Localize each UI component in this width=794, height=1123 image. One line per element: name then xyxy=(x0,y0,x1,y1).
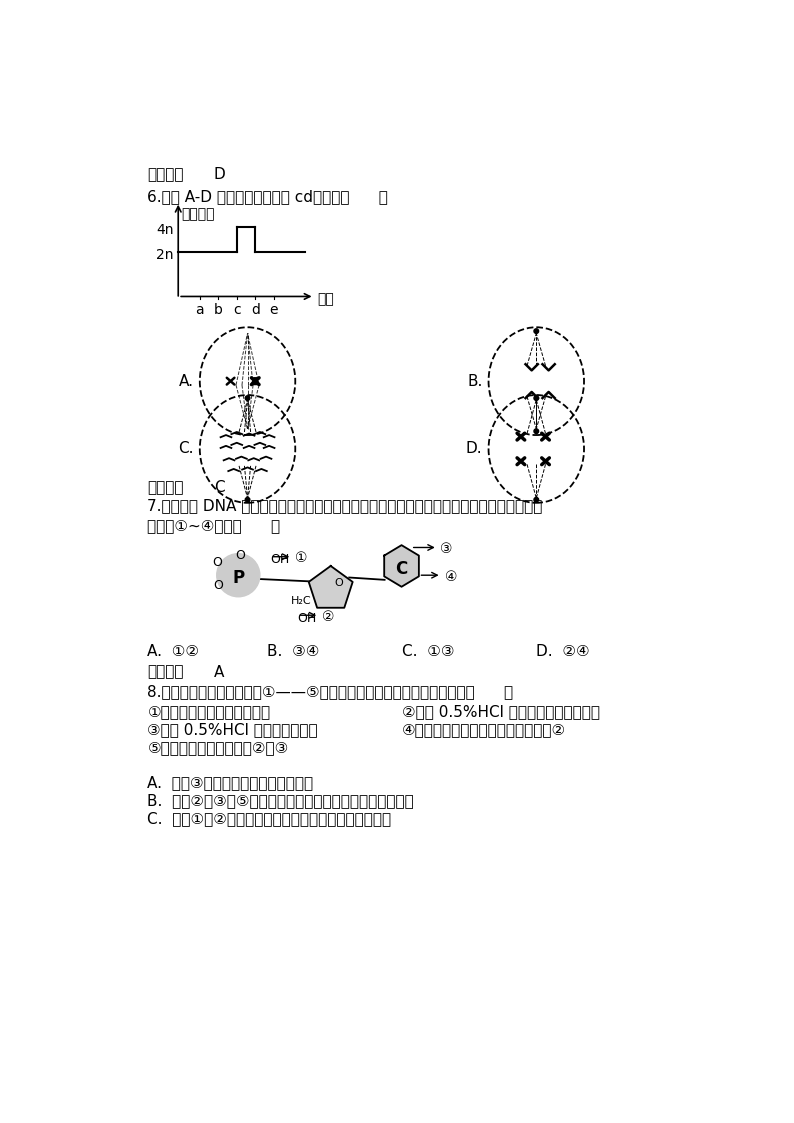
Circle shape xyxy=(245,497,250,502)
Text: 【答案】: 【答案】 xyxy=(148,480,184,495)
Text: c: c xyxy=(233,302,241,317)
Circle shape xyxy=(534,429,538,433)
Text: A: A xyxy=(214,665,224,679)
Text: C.  步骤①、②可说明反射活动的发生需要有适宜的刺激: C. 步骤①、②可说明反射活动的发生需要有适宜的刺激 xyxy=(148,811,391,825)
Circle shape xyxy=(245,395,250,401)
Text: ②: ② xyxy=(322,610,335,623)
Circle shape xyxy=(534,497,538,502)
Text: D.: D. xyxy=(466,441,483,456)
Text: B.  步骤②、③、⑤可验证传入神经是反射弧不可缺少的部分: B. 步骤②、③、⑤可验证传入神经是反射弧不可缺少的部分 xyxy=(148,793,414,809)
Polygon shape xyxy=(384,545,419,586)
Text: b: b xyxy=(214,302,222,317)
Text: OH: OH xyxy=(271,554,290,566)
Text: O: O xyxy=(334,578,343,588)
Text: ①浸水的小纸片放右后肢趾尖: ①浸水的小纸片放右后肢趾尖 xyxy=(148,704,271,720)
Circle shape xyxy=(534,395,538,401)
Text: D: D xyxy=(214,167,225,182)
Text: OH: OH xyxy=(298,612,317,624)
Polygon shape xyxy=(252,377,259,384)
Text: ④: ④ xyxy=(445,569,457,584)
Text: 【答案】: 【答案】 xyxy=(148,665,184,679)
Text: H₂C: H₂C xyxy=(291,596,311,606)
Text: D.  ②④: D. ②④ xyxy=(536,645,590,659)
Text: 6.下列 A-D 所示细胞处于图中 cd段的是（      ）: 6.下列 A-D 所示细胞处于图中 cd段的是（ ） xyxy=(148,189,388,203)
Text: ⑤破坏脊髓后，重复步骤②、③: ⑤破坏脊髓后，重复步骤②、③ xyxy=(148,740,289,755)
Text: ③: ③ xyxy=(440,542,453,556)
Text: e: e xyxy=(269,302,278,317)
Text: 时期: 时期 xyxy=(318,292,334,305)
Text: O: O xyxy=(235,549,245,562)
Text: 染色体数: 染色体数 xyxy=(181,207,215,221)
Text: 于部位①~④中的（      ）: 于部位①~④中的（ ） xyxy=(148,518,280,533)
Text: O: O xyxy=(214,579,223,593)
Text: 2n: 2n xyxy=(156,248,174,262)
Text: 7.图为构成 DNA 的一个脱氧核苷酸模型。要制作一条多核苷酸链，增加的脱氧核苷酸应连接: 7.图为构成 DNA 的一个脱氧核苷酸模型。要制作一条多核苷酸链，增加的脱氧核苷… xyxy=(148,499,543,513)
Text: A.  步骤③可观察到牛蛙发生曲腿反射: A. 步骤③可观察到牛蛙发生曲腿反射 xyxy=(148,775,314,791)
Text: C.  ①③: C. ①③ xyxy=(402,645,454,659)
Text: a: a xyxy=(195,302,204,317)
Text: C: C xyxy=(214,480,224,495)
Text: 4n: 4n xyxy=(156,223,174,237)
Text: B.: B. xyxy=(467,374,483,389)
Polygon shape xyxy=(309,566,353,608)
Circle shape xyxy=(534,329,538,334)
Text: A.: A. xyxy=(179,374,194,389)
Text: 【答案】: 【答案】 xyxy=(148,167,184,182)
Text: ①: ① xyxy=(295,551,308,565)
Text: C: C xyxy=(395,560,407,578)
Text: O: O xyxy=(212,556,222,569)
Text: ③沾有 0.5%HCl 的小纸片放腹部: ③沾有 0.5%HCl 的小纸片放腹部 xyxy=(148,722,318,738)
Text: A.  ①②: A. ①② xyxy=(148,645,199,659)
Text: d: d xyxy=(251,302,260,317)
Text: P: P xyxy=(232,569,245,587)
Text: ④剥去右后肢趾尖皮肤后，重复步骤②: ④剥去右后肢趾尖皮肤后，重复步骤② xyxy=(402,722,565,738)
Text: B.  ③④: B. ③④ xyxy=(267,645,319,659)
Text: C.: C. xyxy=(178,441,194,456)
Text: 8.用去脑的牛蛙为材料进行①——⑤步骤的反射实验。下列说法正确的是（      ）: 8.用去脑的牛蛙为材料进行①——⑤步骤的反射实验。下列说法正确的是（ ） xyxy=(148,685,514,700)
Text: ②沾有 0.5%HCl 的小纸片放右后肢趾尖: ②沾有 0.5%HCl 的小纸片放右后肢趾尖 xyxy=(402,704,599,720)
Circle shape xyxy=(217,554,260,596)
